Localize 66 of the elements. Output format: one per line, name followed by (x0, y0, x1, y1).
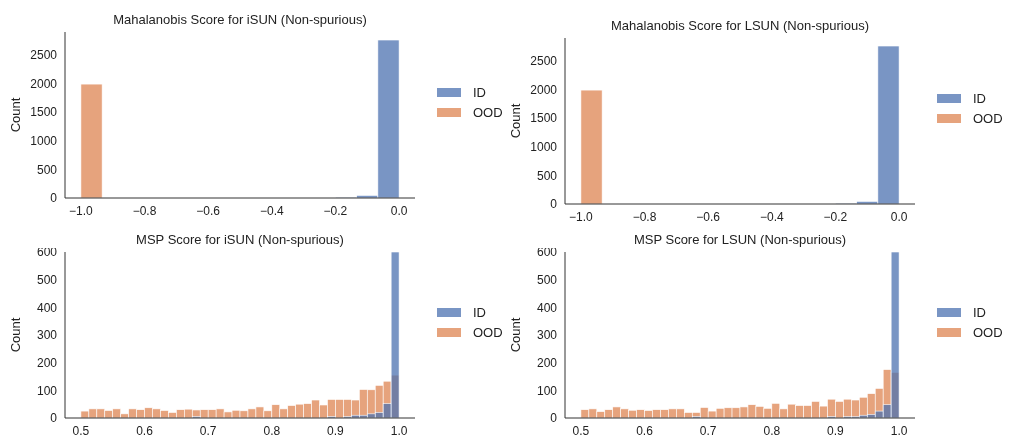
x-tick-label: −0.6 (696, 209, 721, 224)
x-tick-label: 0.5 (72, 423, 90, 438)
x-tick-label: 0.6 (636, 423, 654, 438)
y-tick-label: 2500 (30, 48, 58, 63)
x-tick-label: 0.8 (763, 423, 781, 438)
x-tick-label: −0.4 (759, 209, 784, 224)
x-tick-label: 1.0 (890, 423, 908, 438)
legend-label: OOD (973, 324, 1003, 340)
x-tick-label: 0.6 (136, 423, 154, 438)
x-tick-label: 0.0 (390, 203, 408, 218)
y-tick-label: 200 (36, 355, 58, 370)
y-axis-title: Count (7, 317, 23, 353)
legend-label: ID (473, 304, 486, 320)
x-tick-label: −0.2 (823, 209, 848, 224)
y-tick-label: 0 (550, 197, 558, 212)
y-tick-label: 0 (50, 191, 58, 206)
legend-label: OOD (973, 110, 1003, 126)
y-tick-label: 300 (36, 328, 58, 343)
legend-label: ID (473, 84, 486, 100)
y-tick-label: 100 (536, 383, 558, 398)
x-tick-label: 0.7 (699, 423, 717, 438)
x-tick-label: −1.0 (569, 209, 594, 224)
y-tick-label: 1000 (30, 134, 58, 149)
x-tick-label: −0.4 (259, 203, 284, 218)
y-tick-label: 200 (536, 355, 558, 370)
chart-title: MSP Score for LSUN (Non-spurious) (632, 232, 848, 247)
x-tick-label: 0.5 (572, 423, 590, 438)
y-tick-label: 400 (36, 300, 58, 315)
chart-title: Mahalanobis Score for iSUN (Non-spurious) (112, 12, 368, 27)
y-tick-label: 500 (536, 168, 558, 183)
y-tick-label: 500 (536, 272, 558, 287)
x-tick-label: 0.0 (890, 209, 908, 224)
legend-label: ID (973, 90, 986, 106)
chart-title: Mahalanobis Score for LSUN (Non-spurious) (610, 18, 870, 33)
y-tick-label: 600 (536, 245, 558, 260)
y-tick-label: 2500 (530, 54, 558, 69)
y-tick-label: 500 (36, 272, 58, 287)
legend-label: OOD (473, 324, 503, 340)
legend-label: OOD (473, 104, 503, 120)
y-tick-label: 600 (36, 245, 58, 260)
y-tick-label: 400 (536, 300, 558, 315)
x-tick-label: −0.2 (323, 203, 348, 218)
x-tick-label: 0.7 (199, 423, 217, 438)
y-axis-title: Count (507, 317, 523, 353)
y-tick-label: 0 (550, 411, 558, 426)
x-tick-label: −0.8 (132, 203, 157, 218)
y-tick-label: 0 (50, 411, 58, 426)
y-tick-label: 500 (36, 162, 58, 177)
x-tick-label: −1.0 (69, 203, 94, 218)
y-axis-title: Count (7, 97, 23, 133)
y-tick-label: 2000 (30, 76, 58, 91)
y-axis-title: Count (507, 103, 523, 139)
x-tick-label: 0.9 (327, 423, 345, 438)
x-tick-label: 0.9 (827, 423, 845, 438)
y-tick-label: 300 (536, 328, 558, 343)
x-tick-label: −0.8 (632, 209, 657, 224)
y-tick-label: 1000 (530, 140, 558, 155)
y-tick-label: 2000 (530, 82, 558, 97)
legend-label: ID (973, 304, 986, 320)
y-tick-label: 1500 (30, 105, 58, 120)
x-tick-label: 1.0 (390, 423, 408, 438)
y-tick-label: 1500 (530, 111, 558, 126)
x-tick-label: −0.6 (196, 203, 221, 218)
x-tick-label: 0.8 (263, 423, 281, 438)
y-tick-label: 100 (36, 383, 58, 398)
chart-title: MSP Score for iSUN (Non-spurious) (135, 232, 345, 247)
